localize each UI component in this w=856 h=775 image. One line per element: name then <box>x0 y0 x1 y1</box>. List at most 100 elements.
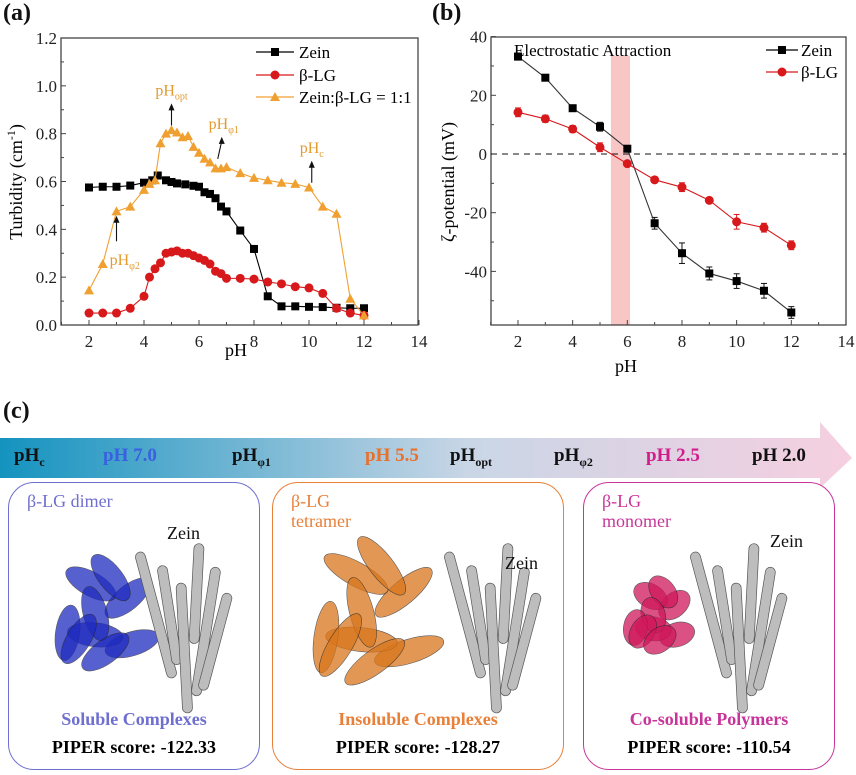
turbidity-x-tick-label: 10 <box>301 332 318 351</box>
data-point <box>568 104 577 113</box>
data-point <box>217 202 225 211</box>
zeta-x-tick-label: 10 <box>728 332 745 351</box>
data-point <box>199 153 210 163</box>
data-point <box>345 293 356 303</box>
data-point <box>276 177 287 187</box>
box-protein-label: β-LG tetramer <box>291 491 351 531</box>
data-point <box>156 258 165 268</box>
piper-score: PIPER score: -122.33 <box>51 737 217 757</box>
banner-stage-0: pHc <box>14 445 45 469</box>
data-point <box>304 182 314 192</box>
data-point <box>139 291 149 301</box>
protein-strand <box>81 632 130 672</box>
turbidity-y-tick-label: 0.6 <box>36 173 57 192</box>
data-point <box>514 52 522 61</box>
protein-strand <box>344 638 405 686</box>
protein-strand <box>318 613 362 677</box>
data-point <box>126 181 135 190</box>
data-point <box>290 178 301 188</box>
zein-helix <box>135 551 177 679</box>
data-point <box>150 175 160 185</box>
data-point <box>173 179 181 188</box>
zein-helix <box>743 543 760 644</box>
turbidity-legend: Zein β-LG Zein:β-LG = 1:1 <box>256 43 412 107</box>
zein-label: Zein <box>505 553 538 573</box>
data-point <box>153 171 162 180</box>
data-point <box>155 138 166 148</box>
data-point <box>568 124 578 134</box>
data-point <box>759 286 768 295</box>
zein-helix <box>188 543 205 644</box>
zeta-plot-frame <box>490 36 847 326</box>
data-point <box>205 157 215 167</box>
data-point <box>360 304 368 313</box>
annotation-label: pHc <box>300 140 325 160</box>
legend-label-blg: β-LG <box>299 66 336 85</box>
data-point <box>304 283 314 293</box>
data-point <box>145 272 154 282</box>
piper-score: PIPER score: -110.54 <box>627 737 791 757</box>
zein-helix <box>730 582 748 714</box>
data-point <box>188 141 199 151</box>
data-point <box>318 288 328 298</box>
data-point <box>650 219 659 228</box>
data-point <box>359 310 369 320</box>
series-line-0 <box>88 174 364 309</box>
legend-marker-zein <box>271 48 279 56</box>
banner-stage-3: pH 5.5 <box>365 445 419 466</box>
docking-panel-2: β-LG monomer Zein Co-soluble Polymers PIPER … <box>583 482 835 770</box>
turbidity-x-tick-label: 6 <box>195 332 204 351</box>
data-point <box>346 304 355 313</box>
data-point <box>732 277 741 286</box>
y-axis-label-b: ζ-potential (mV) <box>438 122 459 242</box>
legend-label-zein: Zein <box>299 43 331 62</box>
data-point <box>595 122 604 131</box>
zein-label: Zein <box>770 531 803 551</box>
zeta-legend: Zein β-LG <box>766 41 838 82</box>
data-point <box>85 183 93 192</box>
zein-helix <box>175 582 193 714</box>
data-point <box>97 259 108 269</box>
legend-marker-blg <box>270 70 280 80</box>
data-point <box>222 273 231 283</box>
data-point <box>181 180 190 189</box>
data-point <box>291 302 300 311</box>
data-point <box>249 274 259 284</box>
zein-helix <box>500 566 530 697</box>
banner-stage-2: pHφ1 <box>232 445 271 469</box>
zein-helix <box>753 592 788 691</box>
turbidity-x-tick-label: 12 <box>356 332 373 351</box>
turbidity-x-tick-label: 14 <box>411 332 429 351</box>
x-axis-label-b: pH <box>615 356 637 376</box>
panel-label-c: (c) <box>3 398 30 424</box>
data-point <box>161 128 171 138</box>
data-point <box>704 195 714 205</box>
electrostatic-attraction-label: Electrostatic Attraction <box>514 41 672 60</box>
annotation-arrowhead <box>113 215 120 223</box>
turbidity-axes: 2 4 6 8 10 12 14 0.0 0.2 0.4 0.6 0.8 1.0 1.2 <box>36 29 428 351</box>
data-point <box>111 206 122 216</box>
protein-strand <box>90 554 131 602</box>
protein-strand <box>357 536 406 596</box>
banner-stage-5: pHφ2 <box>554 445 593 469</box>
turbidity-y-tick-label: 0.0 <box>36 316 57 335</box>
zein-helix <box>466 565 491 665</box>
data-point <box>194 147 204 157</box>
data-point <box>235 273 245 283</box>
legend-marker-zein-b <box>778 46 786 54</box>
y-axis-label-a: Turbidity (cm-1) <box>4 124 27 240</box>
data-point <box>249 172 259 182</box>
zeta-x-tick-label: 6 <box>623 332 632 351</box>
annotation-label: pHopt <box>155 82 188 102</box>
annotation-arrowhead <box>308 160 315 168</box>
protein-strand <box>643 625 677 655</box>
turbidity-x-tick-label: 8 <box>250 332 259 351</box>
protein-structure-illustration <box>312 536 542 714</box>
data-point <box>677 182 687 192</box>
data-point <box>277 302 286 311</box>
turbidity-y-tick-label: 0.2 <box>36 268 57 287</box>
zein-helix <box>191 566 221 697</box>
data-point <box>189 181 198 190</box>
data-point <box>759 223 769 233</box>
zeta-series <box>513 52 796 319</box>
